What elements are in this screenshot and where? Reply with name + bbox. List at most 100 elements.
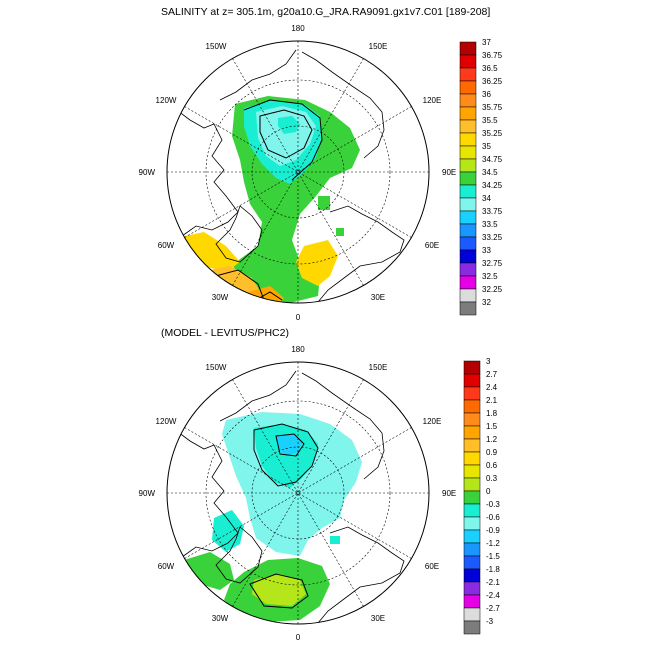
top-lon-label-30w: 30W bbox=[212, 293, 229, 302]
bottom-colorbar-label: -0.3 bbox=[486, 500, 500, 509]
top-colorbar-swatch bbox=[459, 171, 477, 186]
bottom-lon-label-0: 0 bbox=[296, 633, 301, 642]
bottom-map bbox=[167, 362, 429, 624]
top-colorbar-swatch bbox=[459, 275, 477, 290]
top-colorbar-label: 34.5 bbox=[482, 168, 498, 177]
top-colorbar-label: 33.75 bbox=[482, 207, 503, 216]
bottom-colorbar-swatch bbox=[463, 477, 481, 492]
top-lon-label-150e: 150E bbox=[369, 42, 388, 51]
top-colorbar-swatch bbox=[459, 54, 477, 69]
top-colorbar-swatch bbox=[459, 41, 477, 56]
bottom-field-lime bbox=[252, 574, 306, 606]
bottom-lon-label-90w: 90W bbox=[139, 489, 156, 498]
bottom-colorbar-label: 2.7 bbox=[486, 370, 498, 379]
top-contour-1 bbox=[243, 99, 323, 181]
bottom-colorbar-swatch bbox=[463, 620, 481, 635]
bottom-colorbar-label: -1.2 bbox=[486, 539, 500, 548]
top-colorbar-label: 33.25 bbox=[482, 233, 503, 242]
bottom-colorbar-swatch bbox=[463, 568, 481, 583]
bottom-colorbar-swatch bbox=[463, 516, 481, 531]
top-colorbar-swatch bbox=[459, 145, 477, 160]
top-colorbar-swatch bbox=[459, 210, 477, 225]
bottom-colorbar-label: 1.5 bbox=[486, 422, 498, 431]
bottom-colorbar-label: 0.9 bbox=[486, 448, 498, 457]
top-contour-2 bbox=[259, 109, 313, 159]
bottom-colorbar-label: -1.8 bbox=[486, 565, 500, 574]
top-lon-label-90e: 90E bbox=[442, 168, 456, 177]
bottom-lon-label-60w: 60W bbox=[158, 562, 175, 571]
top-field-yellow-left bbox=[176, 232, 240, 272]
bottom-colorbar-label: -2.4 bbox=[486, 591, 500, 600]
bottom-colorbar-swatch bbox=[463, 399, 481, 414]
top-lon-label-150w: 150W bbox=[206, 42, 227, 51]
bottom-field-patch-2 bbox=[330, 536, 340, 544]
top-colorbar-swatch bbox=[459, 262, 477, 277]
top-lon-label-90w: 90W bbox=[139, 168, 156, 177]
top-colorbar-label: 35.25 bbox=[482, 129, 503, 138]
bottom-colorbar-swatch bbox=[463, 529, 481, 544]
bottom-lon-label-120e: 120E bbox=[423, 417, 442, 426]
bottom-colorbar-label: 3 bbox=[486, 357, 491, 366]
top-coastline-alaska bbox=[219, 49, 297, 101]
bottom-field-cyan-core bbox=[276, 434, 302, 456]
top-colorbar-label: 36.5 bbox=[482, 64, 498, 73]
bottom-coastline-eurasia bbox=[317, 526, 405, 624]
bottom-colorbar-label: 2.4 bbox=[486, 383, 498, 392]
top-colorbar-label: 32.25 bbox=[482, 285, 503, 294]
bottom-colorbar-label: 1.8 bbox=[486, 409, 498, 418]
top-colorbar-swatch bbox=[459, 132, 477, 147]
top-colorbar-swatch bbox=[459, 106, 477, 121]
bottom-colorbar-swatch bbox=[463, 581, 481, 596]
bottom-colorbar-label: -0.6 bbox=[486, 513, 500, 522]
bottom-coastline-alaska bbox=[219, 370, 297, 422]
top-colorbar-label: 35.5 bbox=[482, 116, 498, 125]
top-colorbar-label: 33 bbox=[482, 246, 491, 255]
bottom-colorbar-swatch bbox=[463, 490, 481, 505]
top-graticule bbox=[167, 41, 429, 303]
top-lon-label-60e: 60E bbox=[425, 241, 439, 250]
top-coastline-siberia bbox=[301, 51, 385, 159]
top-panel: SALINITY at z= 305.1m, g20a10.G_JRA.RA90… bbox=[139, 6, 503, 322]
top-colorbar-swatch bbox=[459, 249, 477, 264]
top-lon-label-120w: 120W bbox=[156, 96, 177, 105]
bottom-colorbar-label: 0.6 bbox=[486, 461, 498, 470]
bottom-contour-3 bbox=[249, 573, 309, 609]
top-lon-label-180: 180 bbox=[291, 24, 305, 33]
bottom-contour-1 bbox=[253, 423, 319, 487]
bottom-colorbar-swatch bbox=[463, 542, 481, 557]
top-field-patch-2 bbox=[336, 228, 344, 236]
bottom-lon-label-30w: 30W bbox=[212, 614, 229, 623]
top-coastline-eurasia bbox=[317, 205, 405, 303]
top-colorbar-swatch bbox=[459, 236, 477, 251]
top-colorbar-label: 36.25 bbox=[482, 77, 503, 86]
bottom-colorbar-label: -2.1 bbox=[486, 578, 500, 587]
top-colorbar-label: 35 bbox=[482, 142, 491, 151]
bottom-graticule bbox=[167, 362, 429, 624]
top-field-yellow-right bbox=[296, 240, 338, 286]
bottom-lon-label-150e: 150E bbox=[369, 363, 388, 372]
bottom-coastline-greenland bbox=[215, 526, 263, 584]
top-colorbar-label: 32.5 bbox=[482, 272, 498, 281]
bottom-colorbar-swatch bbox=[463, 412, 481, 427]
bottom-lon-label-180: 180 bbox=[291, 345, 305, 354]
top-map-border bbox=[166, 40, 430, 304]
bottom-colorbar-swatch bbox=[463, 451, 481, 466]
bottom-colorbar-swatch bbox=[463, 503, 481, 518]
top-colorbar-label: 34.25 bbox=[482, 181, 503, 190]
top-colorbar-label: 36 bbox=[482, 90, 491, 99]
bottom-colorbar-label: -2.7 bbox=[486, 604, 500, 613]
top-lon-label-0: 0 bbox=[296, 313, 301, 322]
bottom-lon-label-90e: 90E bbox=[442, 489, 456, 498]
top-colorbar-swatch bbox=[459, 301, 477, 316]
top-colorbar-swatch bbox=[459, 158, 477, 173]
top-colorbar-swatch bbox=[459, 67, 477, 82]
top-coastline-greenland bbox=[215, 205, 263, 263]
bottom-colorbar-swatch bbox=[463, 594, 481, 609]
top-colorbar-swatch bbox=[459, 93, 477, 108]
bottom-colorbar-label: 2.1 bbox=[486, 396, 498, 405]
bottom-colorbar-swatch bbox=[463, 555, 481, 570]
top-lon-label-120e: 120E bbox=[423, 96, 442, 105]
top-field-center bbox=[278, 116, 300, 134]
top-colorbar-label: 37 bbox=[482, 38, 491, 47]
